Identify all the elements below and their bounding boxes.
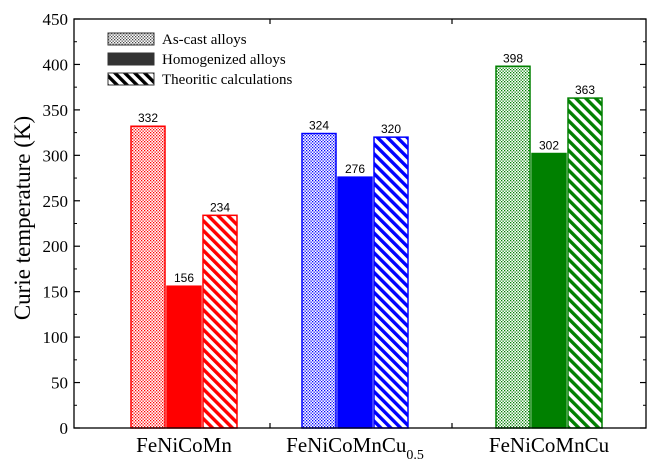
bar-3-hatched [567, 97, 603, 429]
data-label: 276 [345, 162, 365, 176]
data-label: 156 [174, 271, 194, 285]
x-category-label: FeNiCoMn [136, 433, 232, 457]
x-category-label: FeNiCoMnCu [489, 433, 610, 457]
data-label: 332 [138, 111, 158, 125]
legend-swatch-hatched [107, 72, 155, 86]
legend-swatch-dotted [107, 32, 155, 46]
bar-2-hatched [373, 136, 409, 429]
legend: As-cast alloys Homogenized alloys Theoriti… [107, 32, 293, 88]
data-label: 302 [539, 139, 559, 153]
y-tick-label: 0 [60, 419, 69, 438]
y-tick-label: 450 [43, 10, 69, 29]
y-tick-label: 200 [43, 237, 69, 256]
x-category-label: FeNiCoMnCu0.5 [286, 433, 424, 459]
y-axis-title: Curie temperature (K) [10, 116, 35, 320]
bar-2-solid [337, 176, 373, 429]
y-tick-label: 50 [51, 374, 68, 393]
bars-layer: 332 156 234 324 276 320 398 302 363 [130, 51, 603, 429]
data-label: 320 [381, 122, 401, 136]
y-tick-label: 150 [43, 283, 69, 302]
legend-label: Theoritic calculations [162, 72, 293, 88]
legend-swatch-solid [107, 52, 155, 66]
legend-label: As-cast alloys [162, 32, 247, 48]
bar-3-dotted [495, 65, 531, 429]
data-label: 398 [503, 51, 523, 65]
y-tick-label: 100 [43, 328, 69, 347]
bar-3-solid [531, 152, 567, 429]
axes-layer: 0 50 100 150 200 250 300 350 400 450 FeNiCoMn FeNiC… [43, 10, 647, 459]
data-label: 234 [210, 200, 230, 214]
y-tick-label: 250 [43, 192, 69, 211]
bar-1-dotted [130, 125, 166, 429]
bar-1-hatched [202, 214, 238, 429]
legend-label: Homogenized alloys [162, 52, 286, 68]
bar-2-dotted [301, 132, 337, 429]
data-label: 324 [309, 119, 329, 133]
y-tick-label: 300 [43, 146, 69, 165]
y-tick-label: 400 [43, 55, 69, 74]
bar-1-solid [166, 285, 202, 429]
data-label: 363 [575, 83, 595, 97]
y-tick-label: 350 [43, 101, 69, 120]
